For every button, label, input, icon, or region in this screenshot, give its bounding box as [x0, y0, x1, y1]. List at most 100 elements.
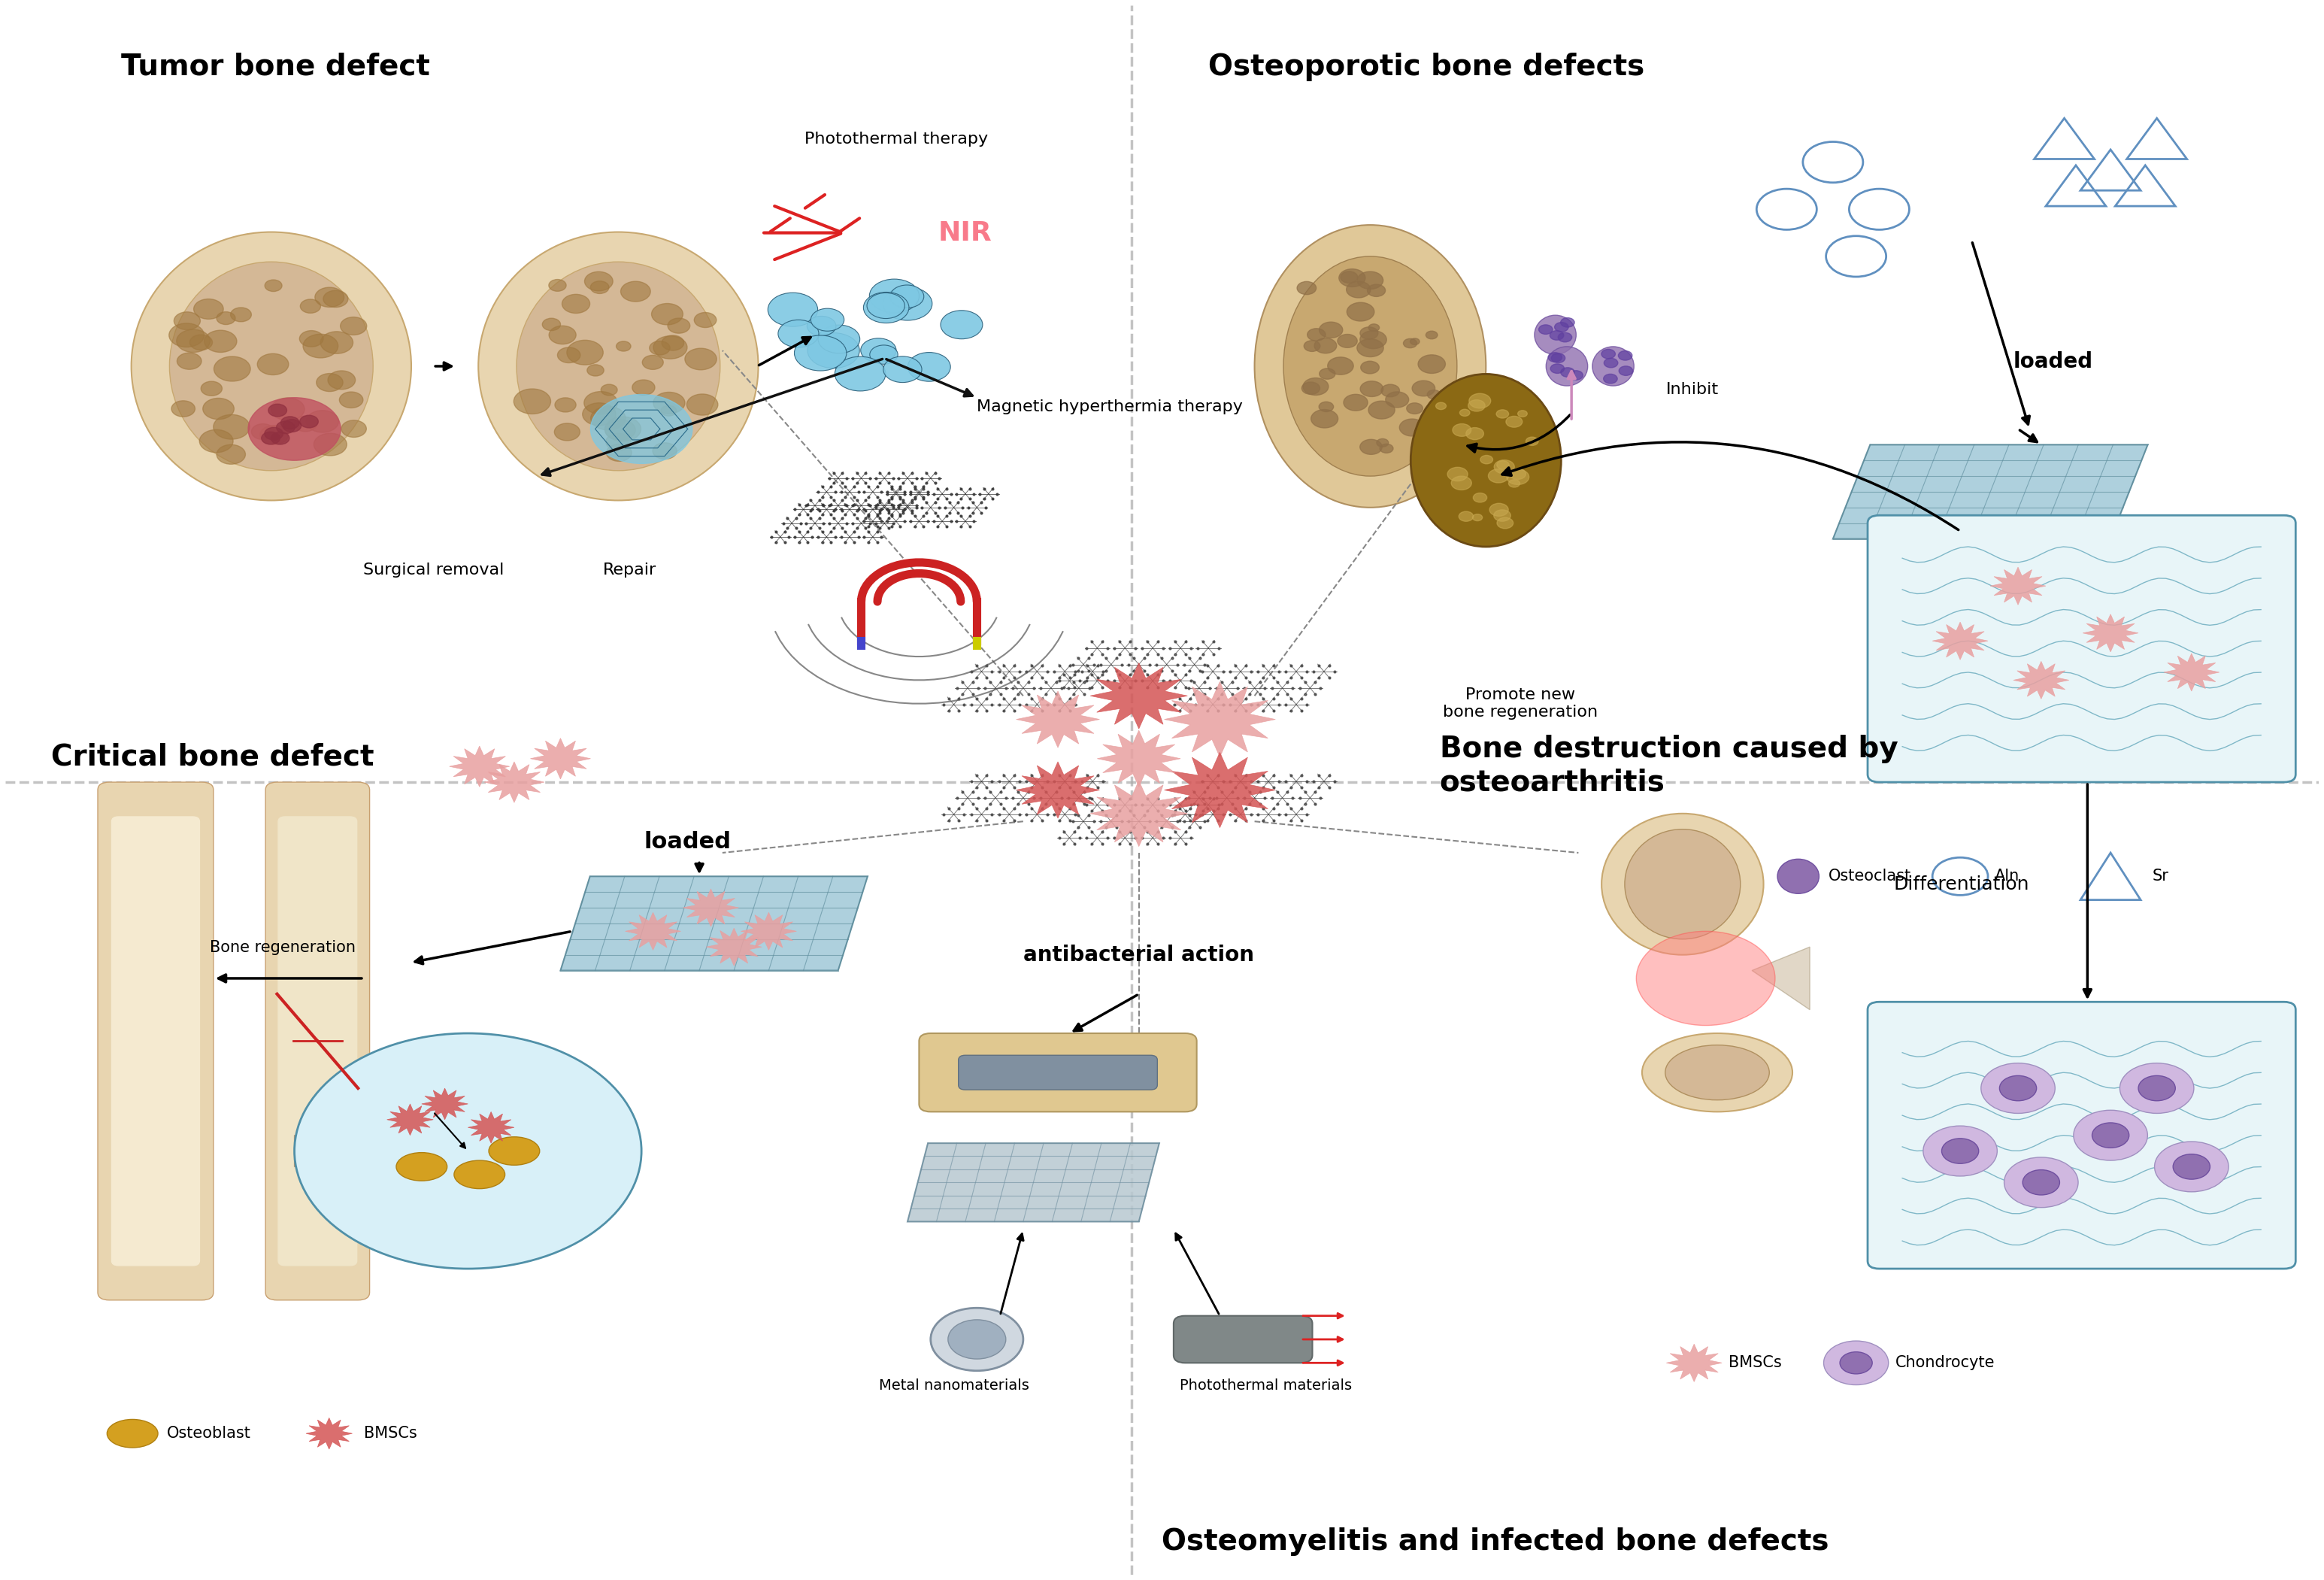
- FancyBboxPatch shape: [98, 782, 214, 1300]
- Circle shape: [1413, 381, 1434, 397]
- Point: [904, 483, 941, 509]
- Point: [827, 520, 865, 545]
- Point: [1037, 779, 1074, 804]
- Point: [1129, 818, 1167, 844]
- Point: [1125, 668, 1162, 694]
- Point: [1199, 792, 1236, 817]
- Point: [1041, 686, 1078, 711]
- Point: [885, 471, 923, 496]
- Point: [1294, 769, 1332, 795]
- Point: [962, 480, 999, 506]
- Point: [999, 792, 1037, 817]
- Circle shape: [1469, 400, 1485, 411]
- Circle shape: [293, 416, 316, 431]
- Point: [985, 807, 1023, 833]
- Point: [788, 510, 825, 536]
- Point: [827, 474, 865, 499]
- Point: [869, 509, 906, 534]
- Point: [834, 529, 872, 555]
- Point: [823, 488, 860, 514]
- Point: [1011, 681, 1048, 706]
- Point: [1246, 774, 1283, 799]
- Circle shape: [1620, 367, 1634, 376]
- Text: Repair: Repair: [604, 562, 658, 578]
- Point: [1232, 659, 1269, 684]
- Circle shape: [2022, 1169, 2059, 1194]
- Point: [1157, 831, 1195, 856]
- Point: [981, 769, 1018, 795]
- Circle shape: [339, 392, 363, 408]
- Point: [1055, 675, 1092, 700]
- Point: [1027, 779, 1064, 804]
- Ellipse shape: [941, 1033, 1174, 1112]
- Point: [1143, 635, 1181, 660]
- Point: [1074, 818, 1111, 844]
- Point: [1255, 653, 1292, 678]
- Circle shape: [267, 404, 286, 417]
- Point: [1102, 662, 1139, 687]
- Point: [1190, 807, 1227, 833]
- Point: [1185, 798, 1222, 823]
- Point: [839, 506, 876, 531]
- Point: [869, 460, 906, 485]
- Point: [851, 504, 888, 529]
- Circle shape: [548, 325, 576, 344]
- Point: [951, 504, 988, 529]
- Point: [1199, 796, 1236, 822]
- Point: [1153, 803, 1190, 828]
- Point: [874, 476, 911, 501]
- Point: [988, 785, 1025, 811]
- FancyBboxPatch shape: [957, 1055, 1157, 1090]
- Point: [885, 498, 923, 523]
- Point: [1023, 796, 1060, 822]
- Point: [1055, 831, 1092, 856]
- Point: [892, 471, 930, 496]
- Circle shape: [1604, 359, 1618, 368]
- Point: [1050, 785, 1088, 811]
- Point: [1267, 801, 1304, 826]
- Text: Osteomyelitis and infected bone defects: Osteomyelitis and infected bone defects: [1162, 1528, 1829, 1556]
- Polygon shape: [483, 762, 544, 803]
- Circle shape: [1304, 378, 1329, 395]
- Circle shape: [806, 333, 860, 368]
- Circle shape: [1357, 272, 1383, 289]
- Point: [1062, 825, 1099, 850]
- Point: [1285, 670, 1322, 695]
- Text: Chondrocyte: Chondrocyte: [1896, 1356, 1994, 1370]
- Point: [904, 474, 941, 499]
- Point: [1190, 675, 1227, 700]
- Point: [967, 675, 1004, 700]
- Point: [1283, 698, 1320, 724]
- Text: Promote new
bone regeneration: Promote new bone regeneration: [1443, 687, 1599, 720]
- Circle shape: [1636, 931, 1776, 1025]
- Point: [1002, 801, 1039, 826]
- Circle shape: [1618, 351, 1631, 360]
- Point: [1255, 807, 1292, 833]
- Point: [1271, 653, 1308, 678]
- Point: [1023, 774, 1060, 799]
- Point: [1071, 675, 1109, 700]
- Circle shape: [1562, 318, 1573, 327]
- Point: [1111, 787, 1148, 812]
- Point: [781, 520, 818, 545]
- Point: [851, 493, 888, 518]
- Ellipse shape: [948, 1319, 1006, 1359]
- Point: [939, 480, 976, 506]
- Point: [804, 510, 841, 536]
- Circle shape: [621, 281, 651, 302]
- Point: [1287, 659, 1325, 684]
- Point: [1064, 681, 1102, 706]
- Point: [1139, 787, 1176, 812]
- Point: [1041, 796, 1078, 822]
- Point: [1204, 659, 1241, 684]
- Point: [1041, 763, 1078, 788]
- Point: [927, 487, 964, 512]
- Point: [1083, 675, 1120, 700]
- Point: [874, 491, 911, 517]
- Point: [874, 514, 911, 539]
- Point: [983, 779, 1020, 804]
- Circle shape: [583, 403, 616, 425]
- Circle shape: [265, 280, 281, 291]
- Point: [909, 509, 946, 534]
- Point: [790, 491, 827, 517]
